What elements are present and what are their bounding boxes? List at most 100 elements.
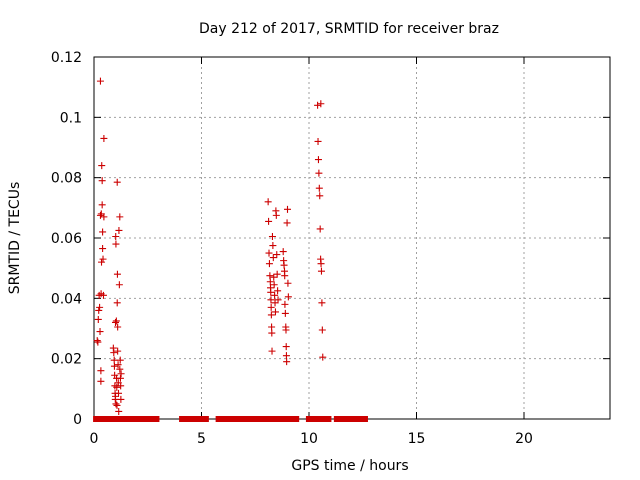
data-point-zero — [310, 416, 315, 422]
data-point-zero — [351, 416, 356, 422]
data-point — [270, 273, 278, 281]
data-point — [267, 311, 275, 319]
data-point — [271, 308, 279, 316]
data-point-zero — [318, 416, 323, 422]
data-point — [114, 361, 122, 369]
data-point-zero — [250, 416, 255, 422]
data-point — [273, 251, 281, 259]
data-point-zero — [129, 416, 134, 422]
data-point — [274, 287, 282, 295]
data-point — [265, 217, 273, 225]
data-point-zero — [237, 416, 242, 422]
data-point — [116, 374, 124, 382]
data-point-zero — [185, 416, 190, 422]
data-point — [115, 389, 123, 397]
data-point — [317, 100, 325, 108]
data-point — [112, 240, 120, 248]
y-tick-label: 0.06 — [51, 231, 82, 247]
data-point-zero — [219, 416, 224, 422]
data-point — [94, 315, 102, 323]
x-tick-label: 20 — [515, 431, 533, 447]
data-point — [96, 328, 104, 336]
data-point-zero — [243, 416, 248, 422]
data-point-zero — [256, 416, 261, 422]
data-point-zero — [198, 416, 203, 422]
data-point-zero — [183, 416, 188, 422]
data-point-zero — [226, 416, 231, 422]
data-point-zero — [290, 416, 295, 422]
data-point-zero — [125, 416, 130, 422]
data-point — [115, 407, 123, 415]
data-point — [100, 134, 108, 142]
data-point — [273, 270, 281, 278]
data-point — [94, 338, 102, 346]
data-point — [93, 337, 101, 345]
data-point-zero — [228, 416, 233, 422]
data-point-zero — [191, 416, 196, 422]
data-point — [266, 272, 274, 280]
data-point-zero — [140, 416, 145, 422]
data-point — [281, 272, 289, 280]
data-point-zero — [116, 416, 121, 422]
data-point — [114, 323, 122, 331]
data-point-zero — [121, 416, 126, 422]
data-point-zero — [155, 416, 160, 422]
data-point-zero — [230, 416, 235, 422]
data-point-zero — [258, 416, 263, 422]
data-point — [112, 392, 119, 400]
data-point-zero — [357, 416, 362, 422]
data-point — [112, 232, 120, 240]
data-point — [266, 278, 274, 286]
data-point — [96, 211, 104, 219]
data-point-zero — [295, 416, 300, 422]
data-point — [279, 248, 287, 256]
data-point-zero — [153, 416, 158, 422]
data-point-zero — [108, 416, 113, 422]
x-tick-label: 5 — [197, 431, 206, 447]
chart-title: Day 212 of 2017, SRMTID for receiver bra… — [199, 21, 499, 37]
data-point-zero — [325, 416, 330, 422]
data-point — [98, 258, 106, 266]
data-point-zero — [202, 416, 207, 422]
data-point-zero — [146, 416, 151, 422]
data-point — [284, 205, 291, 213]
data-point-zero — [327, 416, 332, 422]
data-point — [269, 242, 277, 250]
data-point-zero — [323, 416, 328, 422]
data-point — [269, 254, 277, 262]
x-tick-label: 10 — [300, 431, 318, 447]
y-tick-label: 0 — [73, 412, 82, 428]
data-point — [115, 281, 123, 289]
data-point — [99, 245, 107, 253]
data-point-zero — [196, 416, 201, 422]
data-point — [96, 77, 104, 85]
data-point — [265, 249, 273, 257]
data-point — [280, 261, 288, 269]
data-point — [283, 219, 291, 227]
data-point-zero — [269, 416, 274, 422]
data-point-zero — [200, 416, 205, 422]
data-point-zero — [247, 416, 252, 422]
data-point — [315, 184, 323, 192]
data-point — [112, 400, 120, 408]
data-points — [93, 77, 368, 422]
data-point — [100, 213, 108, 221]
data-point — [281, 300, 289, 308]
data-point-zero — [110, 416, 115, 422]
data-point — [110, 362, 118, 370]
data-point-zero — [260, 416, 265, 422]
data-point-zero — [361, 416, 366, 422]
data-point-zero — [245, 416, 250, 422]
data-point — [314, 156, 322, 164]
y-tick-label: 0.08 — [51, 171, 82, 187]
data-point — [268, 323, 276, 331]
data-point-zero — [275, 416, 280, 422]
data-point-zero — [232, 416, 237, 422]
data-point-zero — [338, 416, 343, 422]
data-point-zero — [151, 416, 156, 422]
data-point-zero — [312, 416, 317, 422]
y-tick-label: 0.1 — [60, 110, 82, 126]
data-point — [95, 306, 103, 314]
data-point — [115, 226, 123, 234]
